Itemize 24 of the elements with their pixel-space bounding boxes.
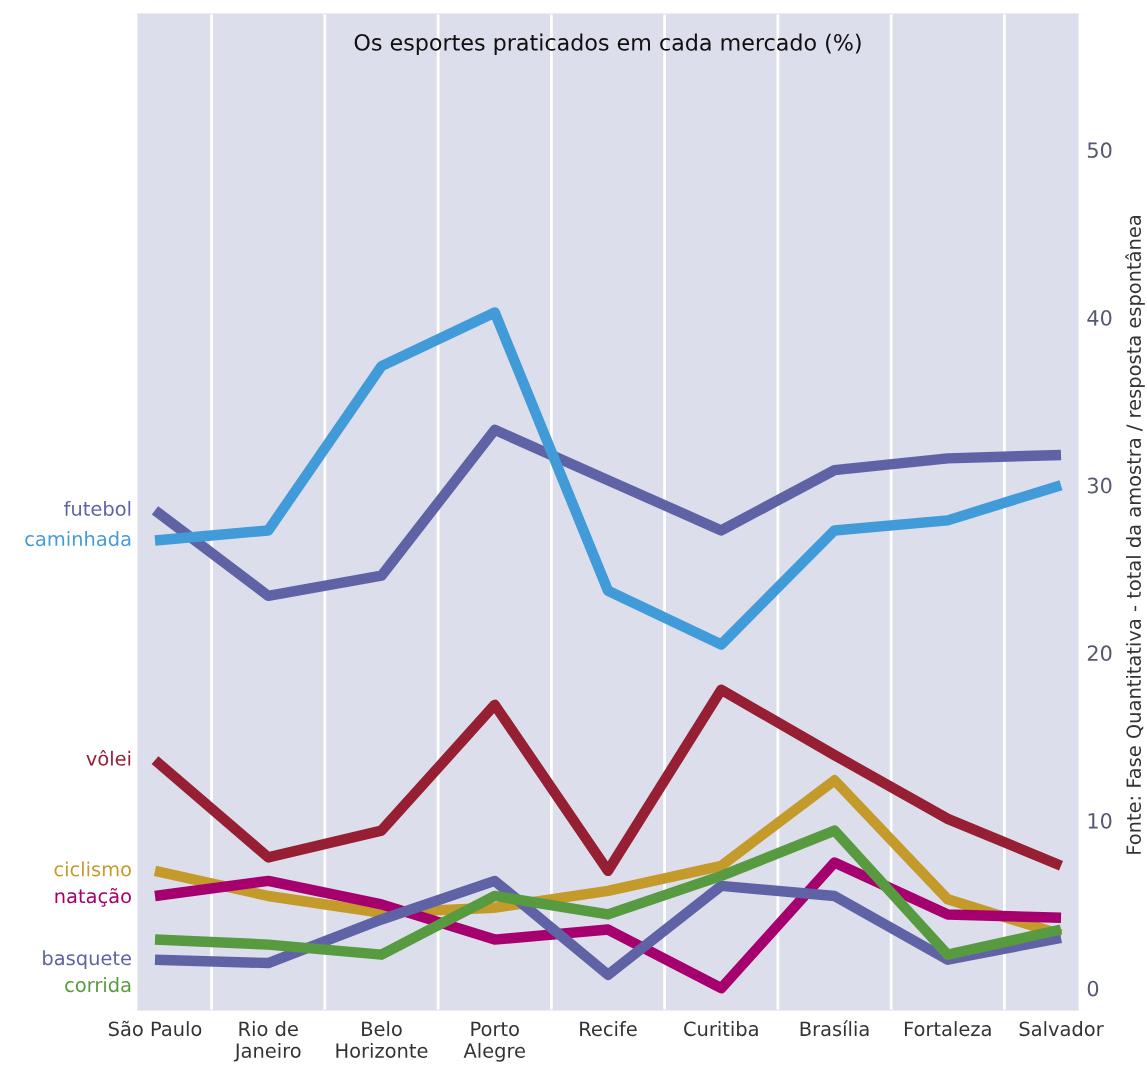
y-tick-label: 10: [1088, 812, 1112, 829]
series-label: vôlei: [86, 749, 131, 766]
x-tick-label: Brasília: [800, 1020, 869, 1037]
x-tick-label: Recife: [580, 1021, 637, 1037]
y-tick-label: 50: [1087, 142, 1112, 159]
y-tick-label: 20: [1087, 645, 1112, 662]
text: corrida: [65, 977, 131, 993]
x-tick-label: Curitiba: [684, 1021, 758, 1037]
y-tick-label: 0: [1087, 980, 1099, 997]
series-label: natação: [55, 887, 131, 907]
text: Os esportes praticados em cada mercado (%): [354, 33, 861, 56]
series-label: ciclismo: [54, 861, 131, 877]
x-tick-label: São Paulo: [108, 1020, 202, 1037]
x-tick-label: Salvador: [1019, 1021, 1104, 1037]
series-label: basquete: [43, 950, 131, 970]
y-tick-label: 30: [1087, 477, 1112, 494]
y-tick-label: 40: [1087, 309, 1112, 326]
x-tick-label: Porto Alegre: [463, 1021, 525, 1062]
series-label: caminhada: [25, 531, 131, 547]
x-tick-label: Fortaleza: [904, 1021, 991, 1037]
x-tick-label: Rio de Janeiro: [233, 1021, 301, 1062]
series-label: futebol: [64, 500, 131, 516]
x-tick-label: Belo Horizonte: [336, 1021, 428, 1058]
source-note: Fonte: Fase Quantitativa - total da amostra / resposta espontânea: [1125, 216, 1145, 854]
